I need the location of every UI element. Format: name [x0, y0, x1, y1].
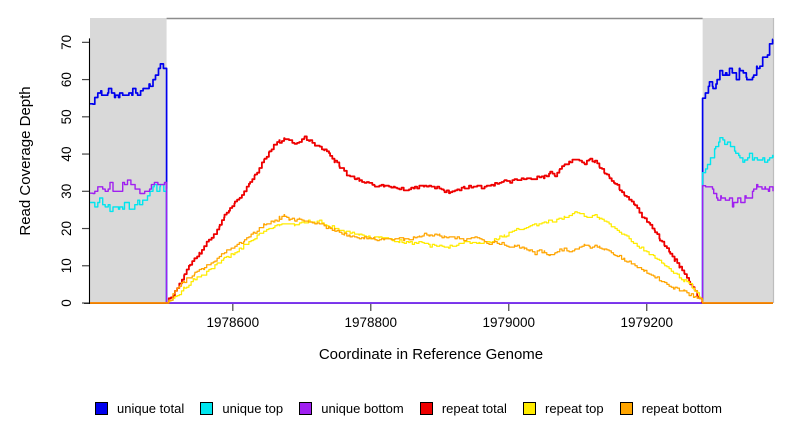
x-axis-title: Coordinate in Reference Genome [319, 346, 543, 363]
legend-label: unique total [117, 401, 185, 416]
y-tick-label: 30 [59, 184, 74, 199]
y-tick-label: 60 [59, 72, 74, 87]
repeat-total-swatch-icon [419, 402, 433, 415]
legend: unique total unique top unique bottom re… [95, 401, 722, 416]
chart-series [90, 38, 774, 304]
series-line-unique-bottom [90, 179, 774, 304]
series-line-repeat-bottom [90, 213, 773, 304]
y-tick-label: 20 [59, 221, 74, 236]
y-tick-label: 70 [59, 35, 74, 50]
x-tick-label: 1979200 [620, 315, 673, 330]
legend-label: repeat top [545, 401, 604, 416]
shaded-region-unique-flank-left [90, 18, 167, 303]
legend-item-repeat-top: repeat top [523, 401, 604, 416]
legend-label: unique top [222, 401, 284, 416]
unique-bottom-swatch-icon [299, 402, 313, 415]
legend-label: repeat bottom [641, 401, 722, 416]
legend-item-unique-top: unique top [200, 401, 283, 416]
legend-label: unique bottom [321, 401, 404, 416]
y-tick-label: 40 [59, 147, 74, 162]
x-tick-label: 1978800 [345, 315, 398, 330]
series-line-repeat-top [90, 211, 773, 304]
x-tick-label: 1978600 [207, 315, 260, 330]
legend-item-unique-total: unique total [95, 401, 184, 416]
chart-axes: 1978600 1978800 1979000 1979200 0 10 20 30 40 50 6… [59, 35, 773, 330]
x-tick-label: 1979000 [482, 315, 535, 330]
y-tick-label: 50 [59, 109, 74, 124]
unique-top-swatch-icon [200, 402, 214, 415]
repeat-bottom-swatch-icon [619, 402, 633, 415]
legend-item-repeat-bottom: repeat bottom [619, 401, 722, 416]
legend-item-repeat-total: repeat total [419, 401, 507, 416]
coverage-chart: 1978600 1978800 1979000 1979200 0 10 20 30 40 50 6… [17, 17, 775, 363]
y-tick-label: 0 [59, 299, 74, 307]
repeat-top-swatch-icon [523, 402, 537, 415]
legend-label: repeat total [441, 401, 507, 416]
series-line-repeat-total [90, 135, 773, 304]
unique-total-swatch-icon [95, 402, 108, 415]
legend-item-unique-bottom: unique bottom [299, 401, 404, 416]
y-axis-title: Read Coverage Depth [17, 86, 34, 235]
y-tick-label: 10 [59, 258, 74, 273]
